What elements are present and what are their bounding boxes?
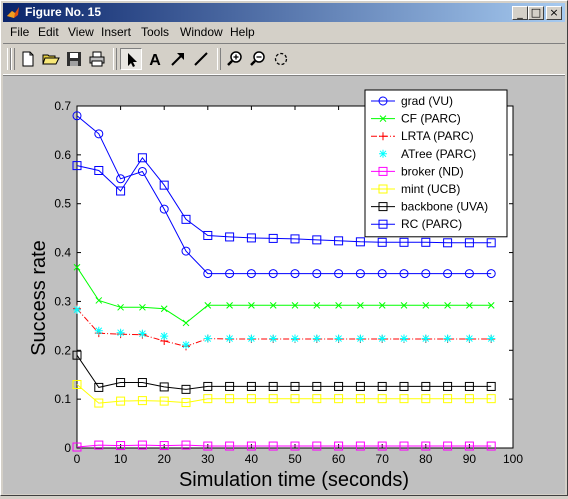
data-point [160, 332, 168, 340]
zoom-in-icon [226, 50, 244, 68]
menu-view[interactable]: View [68, 25, 94, 40]
legend-entry: ATree (PARC) [401, 147, 476, 161]
data-point [291, 335, 299, 343]
x-tick-label: 20 [158, 452, 172, 466]
data-point [138, 330, 146, 338]
legend-entry: grad (VU) [401, 94, 453, 108]
data-point [378, 335, 386, 343]
x-tick-label: 80 [419, 452, 433, 466]
toolbar-separator [217, 48, 221, 70]
data-point [204, 335, 212, 343]
insert-arrow-button[interactable] [167, 48, 189, 70]
new-figure-button[interactable] [17, 48, 39, 70]
legend-entry: mint (UCB) [401, 182, 460, 196]
print-icon [88, 50, 106, 68]
x-tick-label: 60 [332, 452, 346, 466]
text-tool-label: A [149, 52, 161, 68]
y-tick-label: 0.6 [54, 148, 71, 162]
toolbar-grip[interactable] [11, 48, 15, 70]
x-tick-label: 90 [463, 452, 477, 466]
data-point [226, 335, 234, 343]
legend-entry: LRTA (PARC) [401, 129, 474, 143]
legend-entry: broker (ND) [401, 164, 464, 178]
text-a-icon: A [146, 50, 164, 68]
legend-entry: backbone (UVA) [401, 200, 488, 214]
menu-window[interactable]: Window [180, 25, 223, 40]
insert-text-button[interactable]: A [144, 48, 166, 70]
figure-canvas: 0 10 20 30 40 50 60 70 80 90 100 0 0.1 0.2 0.3 0.4 0.5 0.… [3, 75, 565, 494]
menu-insert[interactable]: Insert [101, 25, 131, 40]
data-point [335, 335, 343, 343]
y-tick-label: 0.2 [54, 343, 71, 357]
data-point [247, 335, 255, 343]
data-point [444, 335, 452, 343]
data-point [356, 335, 364, 343]
toolbar-separator [113, 48, 117, 70]
arrow-icon [169, 50, 187, 68]
data-point [182, 341, 190, 349]
rotate-3d-button[interactable] [270, 48, 292, 70]
menu-tools[interactable]: Tools [141, 25, 169, 40]
data-point [269, 335, 277, 343]
y-tick-label: 0.3 [54, 294, 71, 308]
x-axis-label: Simulation time (seconds) [179, 469, 409, 491]
data-point [95, 327, 103, 335]
legend-marker [379, 150, 387, 158]
save-disk-icon [65, 50, 83, 68]
matlab-logo-icon [6, 5, 21, 20]
x-tick-label: 100 [503, 452, 523, 466]
menu-edit[interactable]: Edit [38, 25, 59, 40]
menu-file[interactable]: File [10, 25, 29, 40]
y-tick-label: 0.5 [54, 197, 71, 211]
window-title: Figure No. 15 [25, 5, 101, 20]
maximize-button[interactable]: □ [528, 6, 544, 20]
print-button[interactable] [86, 48, 108, 70]
pointer-arrow-icon [123, 51, 141, 69]
rotate-icon [272, 50, 290, 68]
data-point [313, 335, 321, 343]
zoom-out-icon [249, 50, 267, 68]
y-tick-label: 0.7 [54, 99, 71, 113]
y-axis-label: Success rate [28, 240, 50, 356]
data-point [73, 306, 81, 314]
success-rate-chart: 0 10 20 30 40 50 60 70 80 90 100 0 0.1 0.2 0.3 0.4 0.5 0.… [3, 76, 565, 494]
line-icon [192, 50, 210, 68]
data-point [422, 335, 430, 343]
zoom-out-button[interactable] [247, 48, 269, 70]
y-tick-label: 0.1 [54, 392, 71, 406]
title-bar[interactable]: Figure No. 15 _ □ × [3, 3, 565, 22]
close-button[interactable]: × [546, 6, 562, 20]
data-point [400, 335, 408, 343]
new-file-icon [19, 50, 37, 68]
legend-entry: RC (PARC) [401, 217, 462, 231]
x-tick-label: 10 [114, 452, 128, 466]
y-tick-label: 0.4 [54, 246, 71, 260]
open-folder-icon [42, 50, 60, 68]
y-tick-label: 0 [64, 441, 71, 455]
toolbar: A [3, 43, 565, 75]
insert-line-button[interactable] [190, 48, 212, 70]
x-tick-label: 40 [245, 452, 259, 466]
select-tool-button[interactable] [120, 48, 142, 70]
x-tick-label: 70 [376, 452, 390, 466]
x-tick-label: 50 [288, 452, 302, 466]
zoom-in-button[interactable] [224, 48, 246, 70]
save-button[interactable] [63, 48, 85, 70]
menu-bar: File Edit View Insert Tools Window Help [3, 23, 565, 42]
x-tick-label: 0 [74, 452, 81, 466]
menu-help[interactable]: Help [230, 25, 255, 40]
data-point [117, 329, 125, 337]
data-point [465, 335, 473, 343]
minimize-button[interactable]: _ [512, 6, 528, 20]
data-point [487, 335, 495, 343]
legend-entry: CF (PARC) [401, 112, 461, 126]
open-file-button[interactable] [40, 48, 62, 70]
x-tick-label: 30 [201, 452, 215, 466]
